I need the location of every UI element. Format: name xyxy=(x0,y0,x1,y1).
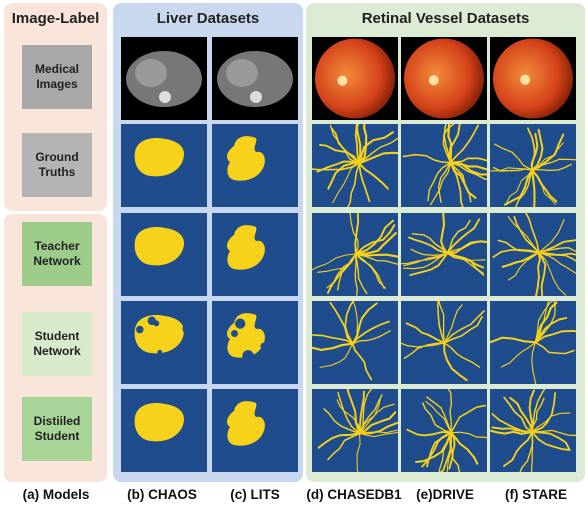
caption-drive: (e)DRIVE xyxy=(416,487,474,502)
tile-student-drive xyxy=(401,301,487,384)
tile-teacher-chaos xyxy=(121,213,207,296)
tile-teacher-stare xyxy=(490,213,576,296)
caption-models: (a) Models xyxy=(22,487,90,502)
retinal-header: Retinal Vessel Datasets xyxy=(361,10,530,27)
tile-teacher-chasedb1 xyxy=(312,213,398,296)
tile-gt-stare xyxy=(490,124,576,207)
tile-medical-drive xyxy=(401,37,487,120)
row-label-distilled: Distiiled Student xyxy=(22,397,92,461)
caption-chaos: (b) CHAOS xyxy=(127,487,197,502)
tile-distilled-chasedb1 xyxy=(312,389,398,472)
tile-student-lits xyxy=(212,301,298,384)
tile-gt-lits xyxy=(212,124,298,207)
tile-gt-chasedb1 xyxy=(312,124,398,207)
tile-medical-chaos xyxy=(121,37,207,120)
tile-student-chasedb1 xyxy=(312,301,398,384)
row-label-student: Student Network xyxy=(22,312,92,376)
tile-student-chaos xyxy=(121,301,207,384)
row-label-teacher: Teacher Network xyxy=(22,222,92,286)
tile-distilled-drive xyxy=(401,389,487,472)
liver-header: Liver Datasets xyxy=(156,10,260,27)
tile-medical-chasedb1 xyxy=(312,37,398,120)
tile-teacher-lits xyxy=(212,213,298,296)
tile-teacher-drive xyxy=(401,213,487,296)
caption-lits: (c) LITS xyxy=(230,487,280,502)
tile-distilled-lits xyxy=(212,389,298,472)
tile-distilled-chaos xyxy=(121,389,207,472)
caption-stare: (f) STARE xyxy=(505,487,567,502)
tile-medical-lits xyxy=(212,37,298,120)
tile-student-stare xyxy=(490,301,576,384)
tile-distilled-stare xyxy=(490,389,576,472)
tile-gt-drive xyxy=(401,124,487,207)
tile-medical-stare xyxy=(490,37,576,120)
models-header: Image-Label xyxy=(11,10,100,27)
row-label-gt: Ground Truths xyxy=(22,133,92,197)
caption-chasedb1: (d) CHASEDB1 xyxy=(306,487,402,502)
row-label-medical: Medical Images xyxy=(22,45,92,109)
tile-gt-chaos xyxy=(121,124,207,207)
